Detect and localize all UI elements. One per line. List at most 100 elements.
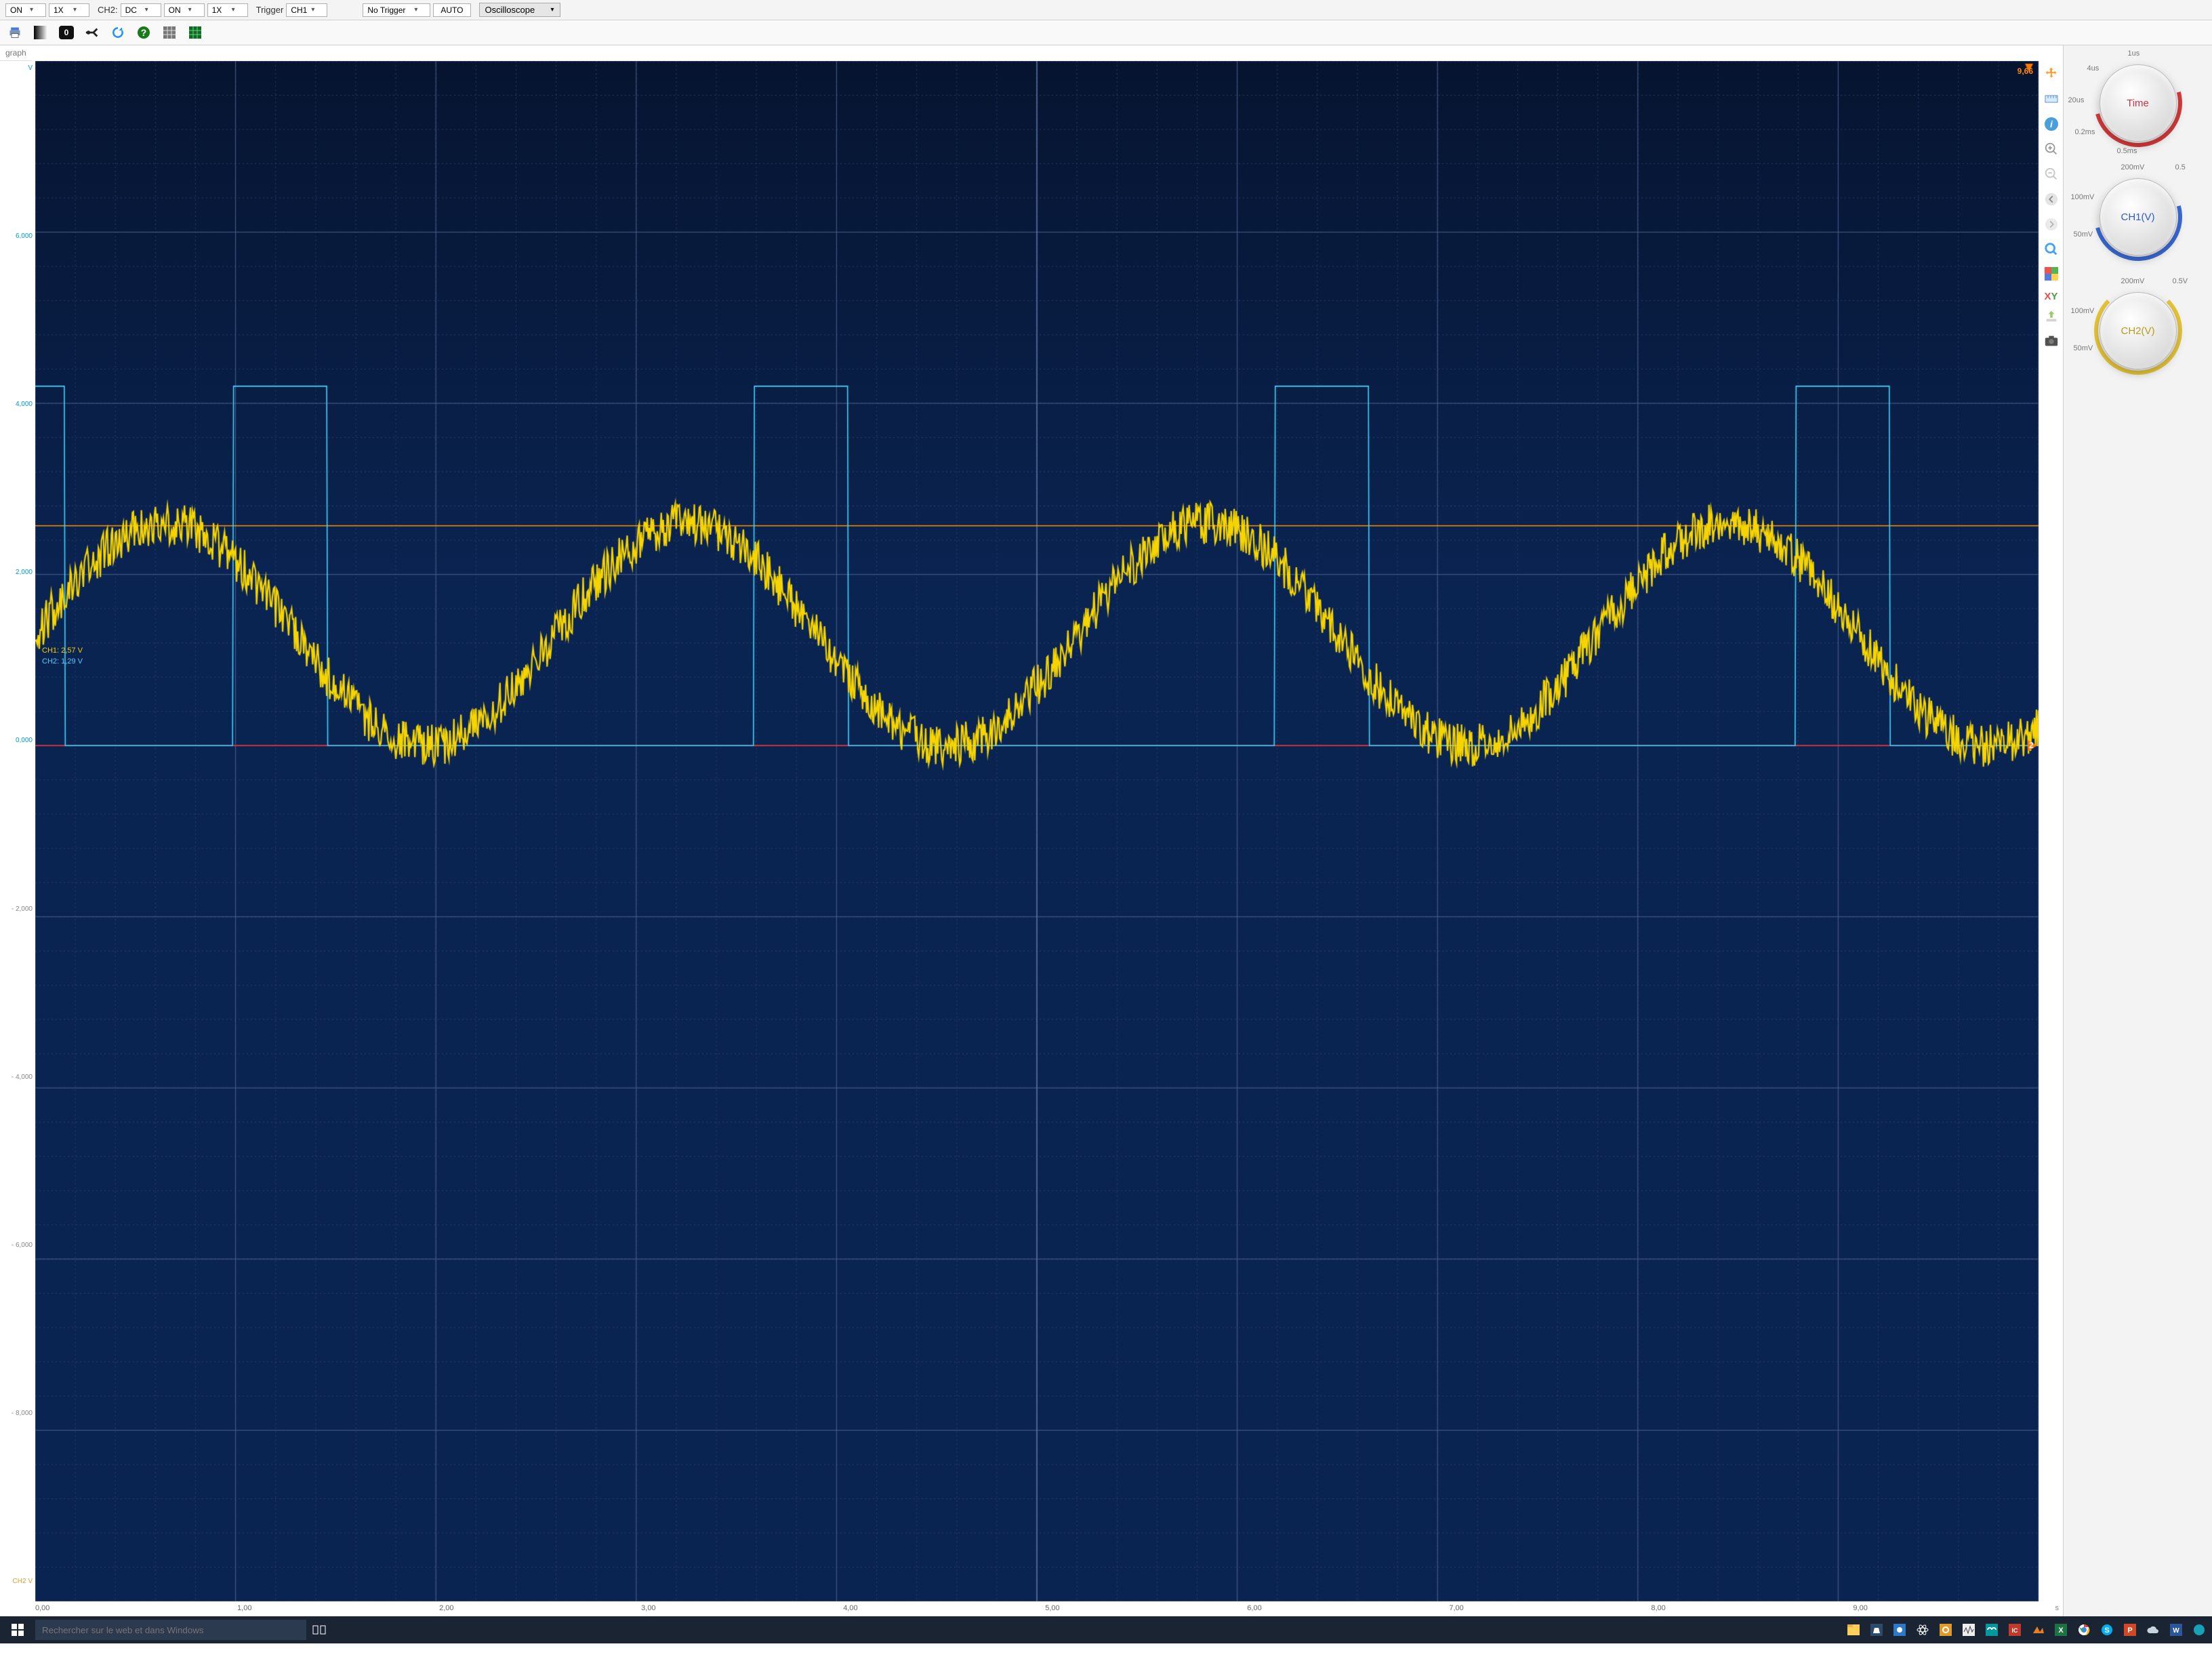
scope-area: V 6,000 4,000 2,000 0,000 - 2,000 - 4,00… xyxy=(0,61,2063,1601)
app-matlab-icon[interactable] xyxy=(2029,1621,2047,1639)
ch1-probe-select[interactable]: 1X xyxy=(49,3,89,17)
grid-color-icon[interactable] xyxy=(186,23,205,42)
ch2-controls: CH2: DC ON 1X xyxy=(98,3,248,17)
app-wave-icon[interactable] xyxy=(1960,1621,1978,1639)
auto-button[interactable]: AUTO xyxy=(433,3,470,17)
y-tick: - 2,000 xyxy=(0,906,33,913)
back-icon[interactable] xyxy=(2044,192,2059,210)
search-icon[interactable] xyxy=(2044,242,2059,260)
oscilloscope-canvas[interactable] xyxy=(35,61,2039,1601)
trigger-label: Trigger xyxy=(256,5,284,15)
app-store-icon[interactable] xyxy=(1868,1621,1885,1639)
x-tick: 2,00 xyxy=(439,1604,453,1612)
pan-icon[interactable] xyxy=(2044,66,2059,85)
trigger-controls: Trigger CH1 xyxy=(256,3,328,17)
x-tick: 1,00 xyxy=(237,1604,251,1612)
app-photo-icon[interactable] xyxy=(1891,1621,1908,1639)
app-generic-icon[interactable] xyxy=(2190,1621,2208,1639)
taskbar-search-input[interactable] xyxy=(35,1620,306,1640)
ch2-state-select[interactable]: ON xyxy=(164,3,205,17)
ch1-volts-dial[interactable]: CH1(V) 200mV 0.5 100mV 50mV xyxy=(2087,166,2189,268)
app-excel-icon[interactable]: X xyxy=(2052,1621,2070,1639)
app-powerpoint-icon[interactable]: P xyxy=(2121,1621,2139,1639)
channel-readout: CH1: 2,57 V CH2: 1,29 V xyxy=(42,646,83,667)
y-tick: - 6,000 xyxy=(0,1242,33,1249)
grid-small-icon[interactable] xyxy=(160,23,179,42)
trigger-source-select[interactable]: CH1 xyxy=(286,3,327,17)
zoom-out-icon[interactable] xyxy=(2044,167,2059,185)
trigger-mode-select[interactable]: No Trigger xyxy=(363,3,430,17)
zoom-in-icon[interactable] xyxy=(2044,142,2059,160)
taskbar-tray: IC X S P W xyxy=(1845,1621,2208,1639)
print-icon[interactable] xyxy=(5,23,24,42)
start-button[interactable] xyxy=(4,1616,31,1643)
app-arduino-icon[interactable] xyxy=(1983,1621,2001,1639)
channel-trigger-toolbar: ON 1X CH2: DC ON 1X Trigger CH1 No Trigg… xyxy=(0,0,2212,20)
refresh-icon[interactable] xyxy=(108,23,127,42)
x-tick: 6,00 xyxy=(1247,1604,1261,1612)
x-tick: 3,00 xyxy=(641,1604,655,1612)
camera-icon[interactable] xyxy=(2044,334,2059,351)
y-tick: 4,000 xyxy=(0,401,33,408)
app-word-icon[interactable]: W xyxy=(2167,1621,2185,1639)
y-tick: - 4,000 xyxy=(0,1074,33,1081)
y-tick: 0,000 xyxy=(0,737,33,744)
probe-icon[interactable] xyxy=(83,23,102,42)
scope-canvas-wrap: 9,66 CH1: 2,57 V CH2: 1,29 V xyxy=(35,61,2039,1601)
ch2-label: CH2: xyxy=(98,5,118,15)
zero-icon[interactable]: 0 xyxy=(57,23,76,42)
x-tick: 7,00 xyxy=(1449,1604,1463,1612)
ch2-volts-dial[interactable]: CH2(V) 200mV 0.5V 100mV 50mV xyxy=(2087,280,2189,382)
view-mode-select[interactable]: Oscilloscope▾ xyxy=(479,3,560,17)
svg-text:X: X xyxy=(2058,1626,2064,1635)
timebase-ticks: 1us 4us 20us 0.2ms 0.5ms xyxy=(2087,52,2189,154)
ch2-readout: CH2: 1,29 V xyxy=(42,656,83,666)
gradient-icon[interactable] xyxy=(31,23,50,42)
ch1-dial-ticks: 200mV 0.5 100mV 50mV xyxy=(2087,166,2189,268)
main-area: graph V 6,000 4,000 2,000 0,000 - 2,000 … xyxy=(0,45,2212,1616)
app-settings-icon[interactable] xyxy=(1937,1621,1954,1639)
app-skype-icon[interactable]: S xyxy=(2098,1621,2116,1639)
graph-tab[interactable]: graph xyxy=(0,45,32,61)
forward-icon[interactable] xyxy=(2044,217,2059,235)
app-ic-icon[interactable]: IC xyxy=(2006,1621,2024,1639)
export-icon[interactable] xyxy=(2044,309,2059,327)
xy-mode-icon[interactable]: XY xyxy=(2044,291,2057,302)
x-tick: 9,00 xyxy=(1853,1604,1867,1612)
ch1-state-select[interactable]: ON xyxy=(5,3,46,17)
svg-text:0: 0 xyxy=(64,28,69,37)
svg-text:W: W xyxy=(2173,1627,2179,1635)
ch2-probe-select[interactable]: 1X xyxy=(207,3,248,17)
help-icon[interactable]: ? xyxy=(134,23,153,42)
icon-toolbar: 0 ? xyxy=(0,20,2212,45)
app-cloud-icon[interactable] xyxy=(2144,1621,2162,1639)
ch1-controls: ON 1X xyxy=(5,3,89,17)
trigger-mode-controls: No Trigger AUTO xyxy=(363,3,470,17)
x-tick: 0,00 xyxy=(35,1604,49,1612)
ch1-readout: CH1: 2,57 V xyxy=(42,646,83,656)
x-axis: 0,00 1,00 2,00 3,00 4,00 5,00 6,00 7,00 … xyxy=(0,1601,2063,1616)
info-icon[interactable]: i xyxy=(2044,117,2059,135)
taskview-icon[interactable] xyxy=(310,1621,328,1639)
graph-panel: graph V 6,000 4,000 2,000 0,000 - 2,000 … xyxy=(0,45,2063,1616)
y-unit: V xyxy=(0,65,33,72)
app-explorer-icon[interactable] xyxy=(1845,1621,1862,1639)
x-tick: 4,00 xyxy=(843,1604,857,1612)
scope-side-toolbar: i xyxy=(2039,61,2063,1601)
dial-panel: Time 1us 4us 20us 0.2ms 0.5ms CH1(V) 200… xyxy=(2063,45,2212,1616)
ch2-coupling-select[interactable]: DC xyxy=(121,3,161,17)
timebase-dial[interactable]: Time 1us 4us 20us 0.2ms 0.5ms xyxy=(2087,52,2189,154)
x-tick: 5,00 xyxy=(1045,1604,1059,1612)
color-palette-icon[interactable] xyxy=(2045,267,2058,284)
windows-taskbar: IC X S P W xyxy=(0,1616,2212,1643)
x-unit: s xyxy=(2055,1604,2059,1612)
y-tick: 6,000 xyxy=(0,233,33,240)
cursor-readout: 9,66 xyxy=(2018,66,2033,76)
svg-text:?: ? xyxy=(141,27,147,38)
y-tick: - 8,000 xyxy=(0,1410,33,1417)
app-chrome-icon[interactable] xyxy=(2075,1621,2093,1639)
app-atom-icon[interactable] xyxy=(1914,1621,1931,1639)
ruler-icon[interactable] xyxy=(2044,91,2059,110)
svg-text:S: S xyxy=(2104,1626,2109,1635)
svg-text:P: P xyxy=(2127,1626,2132,1635)
